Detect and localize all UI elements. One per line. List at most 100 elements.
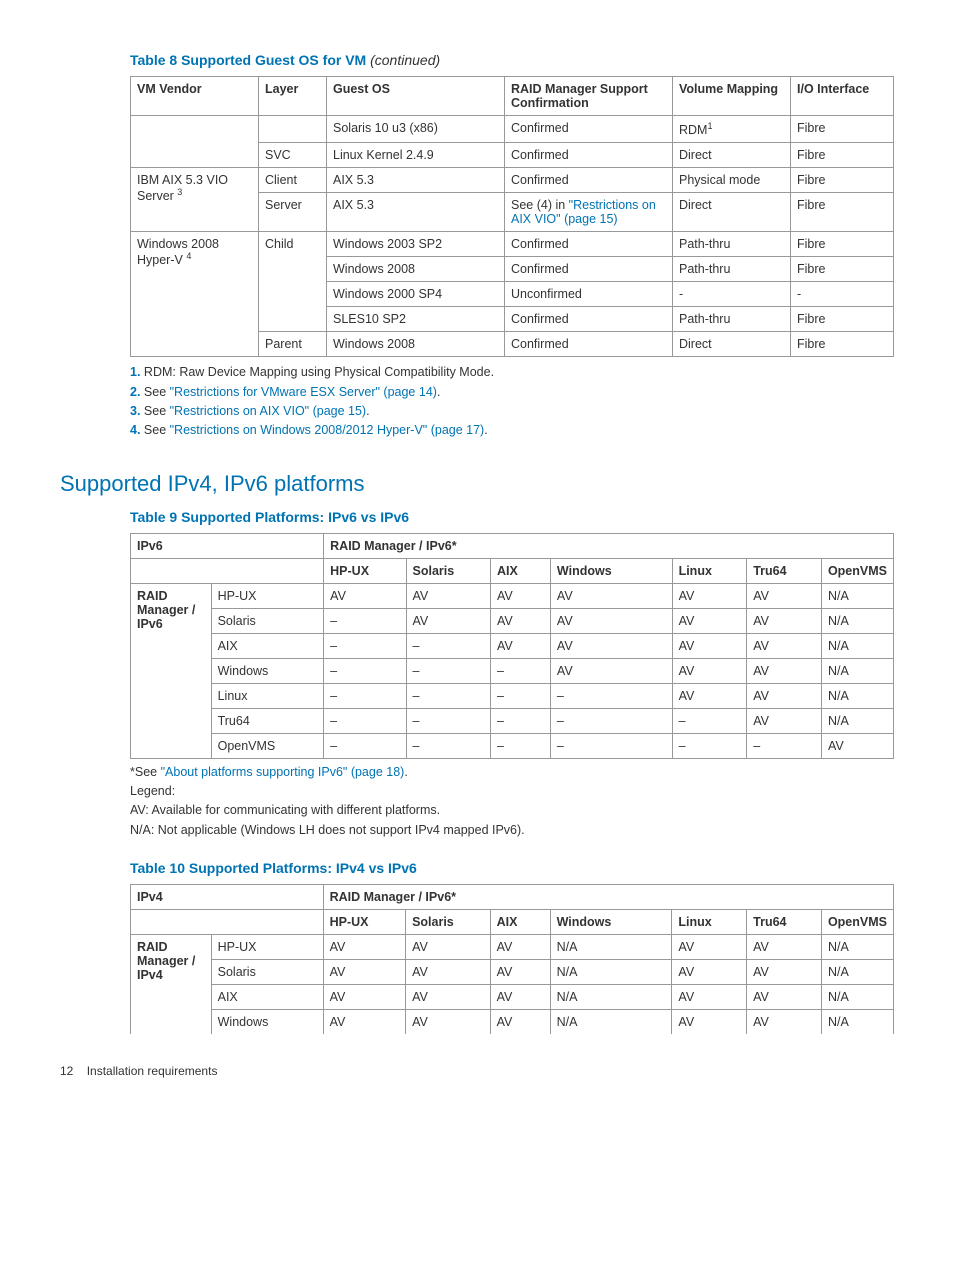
page-number: 12	[60, 1064, 73, 1078]
cell: AV	[747, 608, 822, 633]
group-label: RAID Manager / IPv6	[131, 583, 212, 758]
cell: SLES10 SP2	[327, 307, 505, 332]
cell: AV	[821, 733, 893, 758]
cell: –	[491, 733, 551, 758]
cell: N/A	[821, 683, 893, 708]
cell: AV	[747, 708, 822, 733]
cell: -	[791, 282, 894, 307]
table8-title: Table 8 Supported Guest OS for VM (conti…	[130, 52, 894, 68]
cell: AV	[747, 1010, 822, 1035]
cell: RDM1	[673, 116, 791, 143]
group-label: RAID Manager / IPv4	[131, 935, 212, 1035]
cell: –	[324, 733, 406, 758]
cell: Linux Kernel 2.4.9	[327, 143, 505, 168]
cell: AV	[747, 683, 822, 708]
t9-top-right: RAID Manager / IPv6*	[324, 533, 894, 558]
cell: N/A	[821, 608, 893, 633]
cell: AV	[747, 633, 822, 658]
row-label: Solaris	[211, 960, 323, 985]
cell: Fibre	[791, 257, 894, 282]
cell: AV	[747, 985, 822, 1010]
row-label: HP-UX	[211, 935, 323, 960]
row-label: AIX	[211, 633, 324, 658]
cell: AV	[491, 633, 551, 658]
cell: N/A	[821, 708, 893, 733]
row-label: AIX	[211, 985, 323, 1010]
row-label: Linux	[211, 683, 324, 708]
table-row: RAID Manager / IPv4HP-UXAVAVAVN/AAVAVN/A	[131, 935, 894, 960]
cell: Path-thru	[673, 307, 791, 332]
cell: Confirmed	[505, 307, 673, 332]
cell: N/A	[821, 935, 893, 960]
cell: Confirmed	[505, 168, 673, 193]
cell: AV	[406, 935, 491, 960]
table10: IPv4 RAID Manager / IPv6* HP-UX Solaris …	[130, 884, 894, 1034]
cell: N/A	[550, 985, 672, 1010]
row-label: Tru64	[211, 708, 324, 733]
cell: Parent	[259, 332, 327, 357]
table9: IPv6 RAID Manager / IPv6* HP-UX Solaris …	[130, 533, 894, 759]
cell: Server	[259, 193, 327, 232]
table-row: IBM AIX 5.3 VIO Server 3 Client AIX 5.3 …	[131, 168, 894, 193]
cell: AV	[490, 960, 550, 985]
cell: N/A	[550, 935, 672, 960]
cell: Direct	[673, 193, 791, 232]
link-aix[interactable]: "Restrictions on AIX VIO" (page 15)	[170, 404, 366, 418]
link-ipv6[interactable]: "About platforms supporting IPv6" (page …	[161, 765, 405, 779]
cell: AV	[406, 608, 490, 633]
table-row: RAID Manager / IPv6HP-UXAVAVAVAVAVAVN/A	[131, 583, 894, 608]
cell: –	[406, 708, 490, 733]
cell: AV	[491, 583, 551, 608]
table-row: Tru64–––––AVN/A	[131, 708, 894, 733]
cell: –	[550, 733, 672, 758]
cell: Windows 2008 Hyper-V 4	[131, 232, 259, 357]
cell: AV	[672, 583, 747, 608]
cell: N/A	[550, 960, 672, 985]
cell: N/A	[821, 1010, 893, 1035]
t9-top-left: IPv6	[131, 533, 324, 558]
table-row: AIX––AVAVAVAVN/A	[131, 633, 894, 658]
cell: –	[324, 633, 406, 658]
cell: SVC	[259, 143, 327, 168]
t10-top-right: RAID Manager / IPv6*	[323, 885, 893, 910]
table-row: Solaris 10 u3 (x86) Confirmed RDM1 Fibre	[131, 116, 894, 143]
t8h-layer: Layer	[259, 77, 327, 116]
page-footer: 12 Installation requirements	[60, 1064, 894, 1078]
cell: –	[406, 633, 490, 658]
table8-header-row: VM Vendor Layer Guest OS RAID Manager Su…	[131, 77, 894, 116]
cell: AV	[747, 658, 822, 683]
row-label: Solaris	[211, 608, 324, 633]
cell: AV	[406, 583, 490, 608]
cell: –	[672, 708, 747, 733]
cell: Confirmed	[505, 232, 673, 257]
cell: AV	[672, 985, 747, 1010]
table-row: AIXAVAVAVN/AAVAVN/A	[131, 985, 894, 1010]
cell: Fibre	[791, 116, 894, 143]
cell: Windows 2008	[327, 257, 505, 282]
link-vmware[interactable]: "Restrictions for VMware ESX Server" (pa…	[170, 385, 437, 399]
cell: AV	[406, 960, 491, 985]
link-hyperv[interactable]: "Restrictions on Windows 2008/2012 Hyper…	[170, 423, 485, 437]
table9-title: Table 9 Supported Platforms: IPv6 vs IPv…	[130, 509, 894, 525]
cell: AV	[406, 1010, 491, 1035]
cell: Fibre	[791, 232, 894, 257]
cell: Direct	[673, 143, 791, 168]
cell: AV	[747, 935, 822, 960]
cell: See (4) in "Restrictions on AIX VIO" (pa…	[505, 193, 673, 232]
cell: AV	[672, 683, 747, 708]
cell: AV	[672, 608, 747, 633]
table-row: SolarisAVAVAVN/AAVAVN/A	[131, 960, 894, 985]
t8h-vm: Volume Mapping	[673, 77, 791, 116]
t8h-os: Guest OS	[327, 77, 505, 116]
table8: VM Vendor Layer Guest OS RAID Manager Su…	[130, 76, 894, 357]
cell: Path-thru	[673, 232, 791, 257]
row-label: OpenVMS	[211, 733, 324, 758]
cell: Confirmed	[505, 332, 673, 357]
cell: Direct	[673, 332, 791, 357]
cell: AV	[324, 583, 406, 608]
cell: AV	[406, 985, 491, 1010]
cell: AIX 5.3	[327, 168, 505, 193]
table-row: Windows–––AVAVAVN/A	[131, 658, 894, 683]
cell: N/A	[821, 633, 893, 658]
cell: Child	[259, 232, 327, 332]
